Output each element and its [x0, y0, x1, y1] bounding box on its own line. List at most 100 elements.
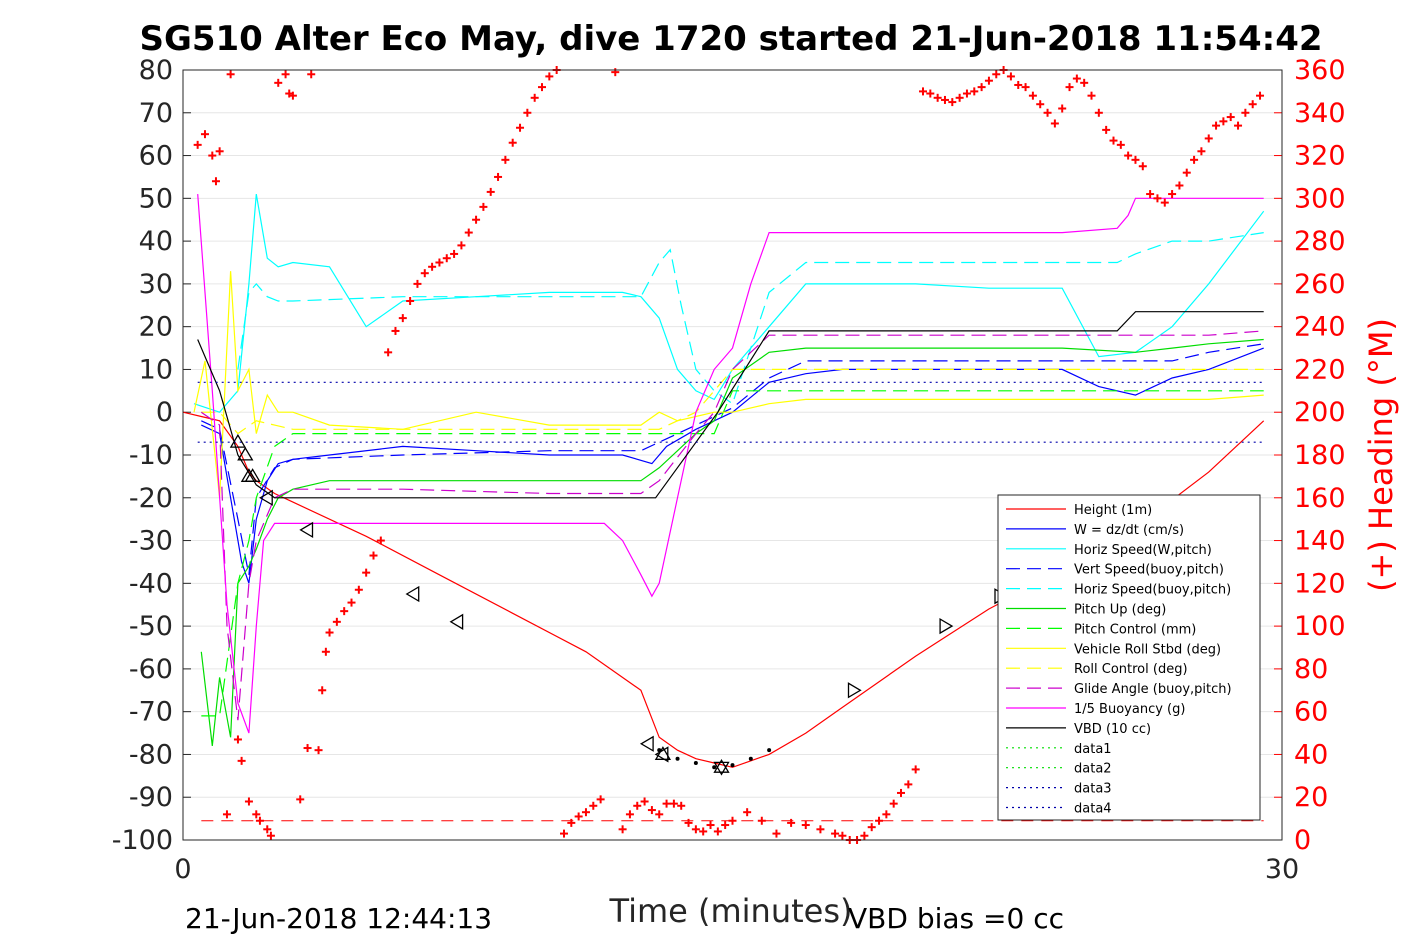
- heading-point: [684, 818, 693, 827]
- right-tick-label: 280: [1294, 226, 1346, 257]
- heading-point: [255, 816, 264, 825]
- heading-point: [772, 829, 781, 838]
- right-tick-label: 160: [1294, 483, 1346, 514]
- heading-point: [955, 93, 964, 102]
- heading-point: [237, 756, 246, 765]
- heading-point: [677, 801, 686, 810]
- heading-point: [1094, 108, 1103, 117]
- heading-point: [1124, 151, 1133, 160]
- left-tick-label: 10: [139, 354, 173, 385]
- legend-label: Height (1m): [1074, 503, 1152, 518]
- heading-point: [977, 83, 986, 92]
- heading-point: [1190, 155, 1199, 164]
- heading-point: [625, 810, 634, 819]
- left-tick-label: 70: [139, 98, 173, 129]
- heading-point: [252, 810, 261, 819]
- heading-point: [538, 83, 547, 92]
- series-line-height-1m: [182, 411, 1265, 768]
- series-line-pitch-up-deg: [200, 338, 1264, 746]
- triangle-marker-up: [244, 468, 261, 482]
- left-tick-label: -40: [129, 568, 173, 599]
- heading-point: [211, 177, 220, 186]
- heading-point: [962, 89, 971, 98]
- heading-point: [728, 816, 737, 825]
- series-layer: [182, 193, 1265, 770]
- heading-point: [296, 795, 305, 804]
- heading-point: [801, 821, 810, 830]
- heading-point: [611, 68, 620, 77]
- heading-point: [244, 797, 253, 806]
- legend: Height (1m) W = dz/dt (cm/s) Horiz Speed(W…: [997, 494, 1261, 821]
- heading-point: [406, 297, 415, 305]
- heading-point: [494, 172, 503, 181]
- heading-point: [867, 823, 876, 832]
- heading-point: [721, 821, 730, 830]
- heading-point: [1146, 190, 1155, 199]
- heading-point: [208, 151, 217, 160]
- heading-point: [1036, 100, 1045, 109]
- heading-point: [226, 70, 235, 79]
- heading-point: [442, 254, 451, 263]
- legend-label: Horiz Speed(W,pitch): [1074, 543, 1212, 558]
- triangle-marker-up: [713, 759, 730, 773]
- heading-point: [911, 765, 920, 774]
- left-tick-label: -70: [129, 697, 173, 728]
- heading-point: [860, 831, 869, 840]
- right-tick-label: 360: [1294, 55, 1346, 86]
- legend-label: data4: [1074, 802, 1112, 817]
- heading-point: [1197, 147, 1206, 156]
- heading-point: [457, 241, 466, 250]
- heading-point: [1138, 162, 1147, 171]
- legend-label: Glide Angle (buoy,pitch): [1074, 682, 1232, 697]
- x-tick-labels: 0 30: [174, 854, 1299, 885]
- triangle-marker-right: [847, 682, 862, 699]
- heading-point: [428, 262, 437, 271]
- right-y-axis-label: (+) Heading (°M): [1362, 318, 1400, 592]
- heading-point: [1182, 168, 1191, 177]
- right-tick-label: 340: [1294, 98, 1346, 129]
- heading-point: [1153, 194, 1162, 203]
- series-line-horiz-speed-w-pitch: [193, 193, 1265, 413]
- heading-point: [193, 140, 202, 149]
- heading-point: [838, 831, 847, 840]
- heading-point: [904, 780, 913, 789]
- heading-point: [1102, 125, 1111, 134]
- legend-label: data2: [1074, 762, 1112, 777]
- heading-point: [435, 258, 444, 267]
- legend-label: Vehicle Roll Stbd (deg): [1074, 642, 1221, 657]
- heading-point: [1065, 83, 1074, 92]
- heading-point: [1043, 108, 1052, 117]
- heading-point: [897, 788, 906, 797]
- footer-vbd-bias: VBD bias =0 cc: [848, 902, 1064, 935]
- heading-point: [662, 799, 671, 808]
- heading-point: [479, 202, 488, 211]
- heading-point: [559, 829, 568, 838]
- series-line-horiz-speed-buoy-pitch: [237, 232, 1264, 405]
- heading-point: [1058, 104, 1067, 113]
- heading-point: [992, 70, 1001, 79]
- heading-point: [926, 89, 935, 98]
- heading-point: [340, 607, 349, 616]
- legend-label: Horiz Speed(buoy,pitch): [1074, 583, 1231, 598]
- legend-label: Pitch Up (deg): [1074, 603, 1166, 618]
- heading-point: [1160, 198, 1169, 207]
- heading-point: [713, 827, 722, 836]
- right-tick-label: 140: [1294, 526, 1346, 557]
- series-line-glide-angle-buoy-pitch: [200, 330, 1264, 721]
- plot-area-frame: [182, 69, 1283, 841]
- left-y-tick-labels: 80 70 60 50 40 30 20 10 0 -10 -20 -30 -40 -50 -60 -70 -8…: [112, 55, 173, 856]
- triangle-marker-left: [299, 521, 314, 539]
- heading-point: [757, 816, 766, 825]
- left-tick-label: 60: [139, 141, 173, 172]
- heading-point: [307, 70, 316, 79]
- right-tick-label: 20: [1294, 782, 1328, 813]
- heading-point: [508, 138, 517, 147]
- right-tick-label: 100: [1294, 611, 1346, 642]
- left-tick-label: 40: [139, 226, 173, 257]
- triangle-marker-up: [654, 746, 672, 760]
- heading-point: [321, 647, 330, 656]
- heading-point: [618, 825, 627, 834]
- left-tick-label: -10: [129, 440, 173, 471]
- heading-point: [948, 98, 957, 107]
- series-line-w-dz-dt-cm-s: [201, 347, 1264, 584]
